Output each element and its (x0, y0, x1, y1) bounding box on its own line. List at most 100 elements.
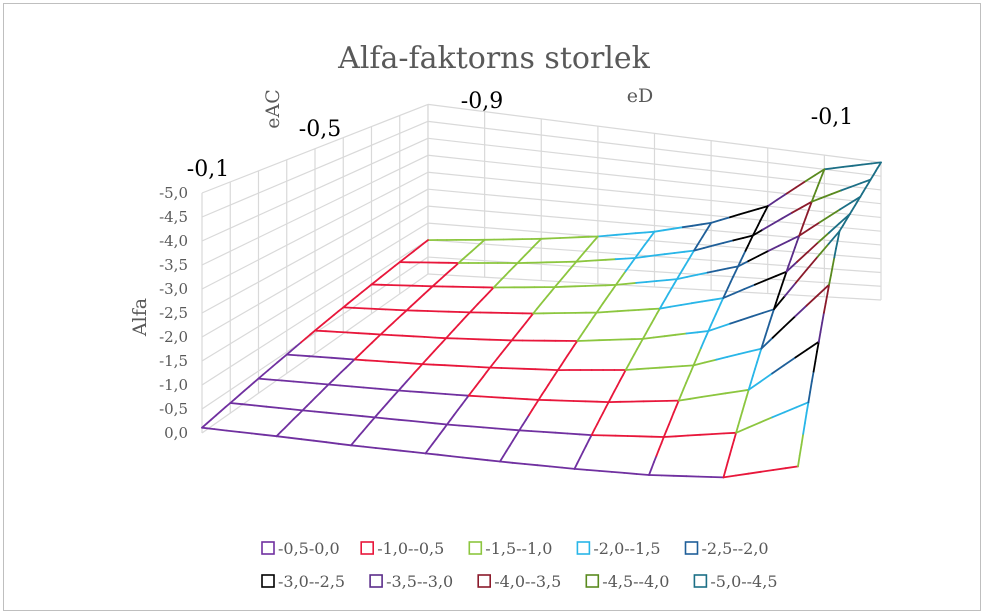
legend-label: -3,5--3,0 (386, 572, 453, 591)
surface-segment (579, 252, 585, 259)
surface-segment (376, 360, 390, 363)
surface-segment (752, 229, 757, 237)
surface-segment (796, 234, 801, 243)
surface-segment (659, 302, 664, 310)
surface-segment (292, 413, 300, 420)
surface-segment (271, 361, 279, 368)
legend-label: -5,0--4,5 (710, 572, 777, 591)
surface-segment (362, 445, 377, 449)
surface-segment (511, 461, 526, 465)
surface-segment (771, 217, 784, 225)
surface-segment (349, 358, 356, 365)
z-tick-label: -3,0 (159, 280, 188, 298)
surface-segment (606, 310, 619, 313)
surface-segment (314, 325, 321, 332)
surface-segment (836, 230, 841, 241)
surface-segment (615, 279, 620, 286)
surface-segment (385, 417, 400, 421)
surface-segment (573, 340, 579, 347)
surface-segment (692, 361, 706, 367)
surface-segment (689, 395, 703, 400)
surface-segment (703, 358, 717, 364)
surface-segment (241, 403, 256, 407)
surface-segment (677, 393, 683, 402)
surface-segment (464, 394, 470, 402)
surface-segment (420, 391, 435, 395)
surface-segment (576, 335, 582, 342)
surface-segment (711, 432, 725, 436)
surface-segment (810, 195, 815, 203)
surface-segment (489, 362, 495, 369)
surface-segment (514, 397, 528, 401)
back-wall-gridline (427, 188, 882, 232)
surface-segment (435, 277, 443, 284)
surface-segment (832, 165, 845, 170)
surface-segment (554, 431, 569, 435)
surface-segment (432, 392, 447, 395)
surface-segment (561, 273, 567, 280)
surface-segment (653, 454, 658, 464)
surface-segment (313, 410, 328, 414)
surface-segment (754, 279, 767, 286)
surface-segment (643, 239, 649, 246)
surface-segment (521, 321, 527, 328)
surface-segment (301, 405, 308, 412)
surface-segment (742, 249, 747, 257)
surface-segment (701, 298, 714, 303)
surface-segment (687, 433, 701, 437)
surface-segment (401, 380, 408, 388)
surface-segment (518, 424, 524, 432)
z-tick-label: -5,0 (159, 184, 188, 202)
surface-segment (831, 256, 836, 268)
surface-segment (379, 272, 387, 278)
surface-segment (424, 452, 439, 456)
surface-segment (693, 244, 698, 252)
surface-segment (390, 334, 404, 337)
surface-segment (292, 380, 307, 384)
surface-segment (670, 365, 684, 368)
surface-segment (257, 373, 265, 380)
surface-segment (536, 237, 543, 244)
surface-segment (752, 368, 756, 377)
surface-segment (662, 429, 668, 438)
surface-segment (690, 249, 695, 257)
surface-segment (374, 387, 388, 391)
surface-segment (641, 336, 655, 340)
surface-segment (647, 366, 661, 370)
surface-segment (539, 299, 545, 306)
surface-segment (749, 347, 763, 353)
surface-segment (773, 301, 777, 311)
surface-segment (277, 406, 292, 411)
surface-segment (553, 369, 559, 376)
surface-segment (602, 406, 607, 414)
surface-segment (253, 404, 268, 408)
surface-segment (582, 325, 588, 333)
surface-segment (830, 265, 834, 277)
surface-segment (275, 435, 290, 439)
surface-segment (458, 424, 473, 428)
surface-segment (747, 421, 762, 429)
surface-segment (397, 385, 404, 392)
surface-segment (656, 307, 661, 315)
surface-segment (446, 418, 452, 426)
surface-segment (650, 461, 655, 470)
surface-segment (742, 234, 754, 239)
surface-segment (444, 393, 458, 396)
surface-segment (466, 365, 480, 368)
surface-segment (678, 268, 684, 276)
surface-segment (528, 245, 535, 252)
back-wall-gridline (427, 222, 882, 260)
surface-segment (365, 283, 373, 290)
surface-segment (409, 371, 416, 379)
surface-segment (265, 405, 280, 409)
surface-segment (613, 385, 619, 393)
surface-segment (619, 374, 624, 382)
legend-label: -0,5-0,0 (278, 539, 340, 558)
surface-segment (690, 364, 695, 373)
surface-segment (455, 393, 470, 397)
surface-segment (719, 297, 725, 305)
legend-swatch (360, 541, 375, 555)
surface-segment (285, 353, 299, 357)
surface-segment (592, 311, 598, 319)
surface-segment (681, 364, 695, 368)
